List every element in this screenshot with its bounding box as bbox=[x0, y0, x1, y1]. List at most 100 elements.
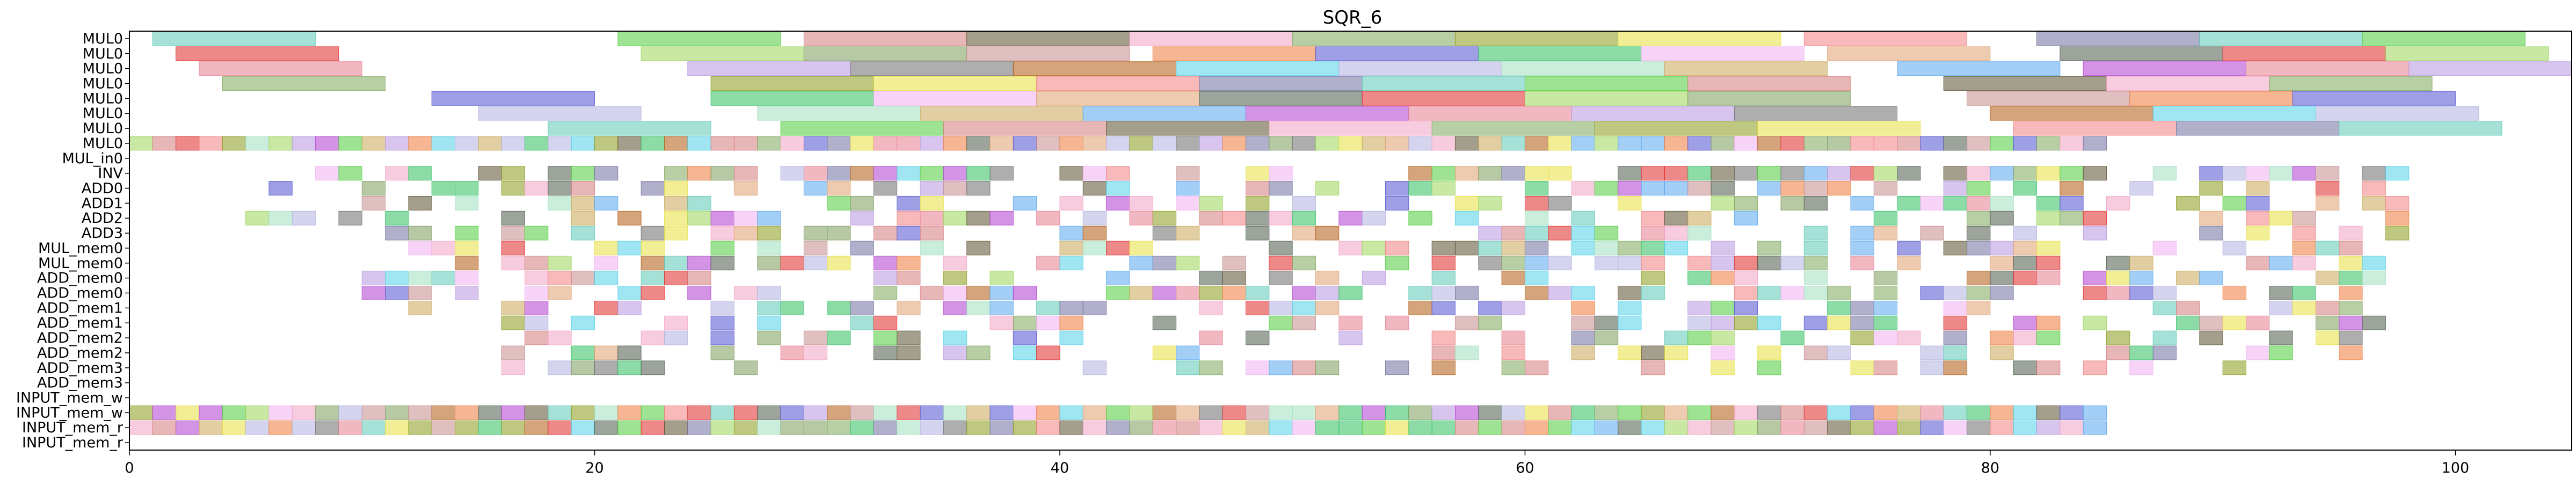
gantt-cell bbox=[664, 136, 688, 151]
gantt-cell bbox=[594, 420, 618, 435]
gantt-cell bbox=[780, 420, 804, 435]
gantt-bar bbox=[1199, 76, 1363, 91]
gantt-cell bbox=[408, 300, 432, 315]
gantt-cell bbox=[2199, 211, 2223, 226]
gantt-cell bbox=[733, 211, 758, 226]
gantt-cell bbox=[525, 405, 549, 420]
gantt-cell bbox=[1246, 211, 1270, 226]
gantt-cell bbox=[1734, 196, 1758, 211]
gantt-bar bbox=[1524, 76, 1689, 91]
gantt-cell bbox=[1687, 226, 1712, 241]
gantt-cell bbox=[1711, 136, 1735, 151]
gantt-cell bbox=[501, 181, 526, 196]
gantt-cell bbox=[1943, 300, 1968, 315]
gantt-cell bbox=[1292, 136, 1316, 151]
gantt-cell bbox=[943, 136, 967, 151]
gantt-cell bbox=[129, 420, 153, 435]
gantt-bar bbox=[1803, 31, 1968, 46]
gantt-cell bbox=[1106, 196, 1130, 211]
gantt-cell bbox=[1641, 286, 1665, 300]
gantt-cell bbox=[803, 136, 828, 151]
gantt-cell bbox=[385, 405, 409, 420]
gantt-cell bbox=[1641, 241, 1665, 256]
gantt-cell bbox=[1152, 211, 1177, 226]
gantt-cell bbox=[548, 166, 572, 181]
gantt-cell bbox=[757, 241, 781, 256]
gantt-cell bbox=[733, 226, 758, 241]
gantt-cell bbox=[1711, 420, 1735, 435]
gantt-cell bbox=[1943, 405, 1968, 420]
gantt-bar bbox=[2036, 31, 2200, 46]
y-tick-label: MUL0 bbox=[83, 135, 123, 152]
gantt-cell bbox=[431, 136, 456, 151]
gantt-cell bbox=[733, 420, 758, 435]
gantt-cell bbox=[2083, 166, 2107, 181]
gantt-cell bbox=[1711, 196, 1735, 211]
gantt-cell bbox=[850, 300, 874, 315]
gantt-cell bbox=[1246, 166, 1270, 181]
gantt-cell bbox=[1152, 420, 1177, 435]
gantt-cell bbox=[408, 271, 432, 286]
gantt-cell bbox=[1594, 136, 1619, 151]
gantt-cell bbox=[1711, 330, 1735, 345]
gantt-cell bbox=[1827, 315, 1851, 330]
gantt-cell bbox=[1059, 300, 1083, 315]
gantt-cell bbox=[548, 271, 572, 286]
gantt-cell bbox=[873, 420, 898, 435]
gantt-cell bbox=[1687, 181, 1712, 196]
gantt-cell bbox=[1362, 405, 1386, 420]
gantt-cell bbox=[1059, 241, 1083, 256]
gantt-cell bbox=[176, 420, 200, 435]
gantt-cell bbox=[2036, 136, 2061, 151]
gantt-cell bbox=[1222, 256, 1247, 271]
gantt-bar bbox=[1687, 91, 1851, 106]
gantt-bar bbox=[548, 121, 711, 136]
gantt-cell bbox=[1943, 360, 1968, 375]
gantt-cell bbox=[1246, 226, 1270, 241]
gantt-cell bbox=[1199, 211, 1223, 226]
gantt-bar bbox=[1408, 106, 1572, 121]
y-tick-label: ADD2 bbox=[82, 210, 123, 227]
gantt-cell bbox=[2199, 166, 2223, 181]
gantt-cell bbox=[1292, 405, 1316, 420]
gantt-bar bbox=[1246, 106, 1409, 121]
gantt-cell bbox=[338, 136, 362, 151]
gantt-cell bbox=[571, 420, 595, 435]
gantt-cell bbox=[455, 256, 479, 271]
gantt-cell bbox=[2199, 315, 2223, 330]
gantt-cell bbox=[1013, 196, 1037, 211]
gantt-cell bbox=[2292, 300, 2316, 315]
gantt-bar bbox=[2129, 91, 2293, 106]
gantt-cell bbox=[710, 211, 734, 226]
gantt-cell bbox=[1827, 136, 1851, 151]
gantt-bar bbox=[1827, 46, 1991, 61]
gantt-cell bbox=[687, 271, 711, 286]
gantt-cell bbox=[2083, 360, 2107, 375]
gantt-cell bbox=[2315, 330, 2340, 345]
gantt-cell bbox=[2013, 166, 2037, 181]
gantt-cell bbox=[664, 271, 688, 286]
gantt-cell bbox=[1176, 136, 1200, 151]
gantt-cell bbox=[1711, 405, 1735, 420]
gantt-cell bbox=[920, 196, 944, 211]
gantt-cell bbox=[827, 181, 851, 196]
gantt-cell bbox=[1873, 300, 1898, 315]
y-tick-label: MUL0 bbox=[83, 105, 123, 122]
gantt-cell bbox=[1850, 315, 1874, 330]
gantt-cell bbox=[1059, 330, 1083, 345]
gantt-cell bbox=[1431, 405, 1456, 420]
gantt-cell bbox=[1269, 360, 1293, 375]
gantt-cell bbox=[1920, 286, 1944, 300]
gantt-bar bbox=[2013, 121, 2177, 136]
gantt-cell bbox=[757, 315, 781, 330]
gantt-cell bbox=[1199, 196, 1223, 211]
gantt-cell bbox=[1711, 256, 1735, 271]
gantt-cell bbox=[199, 405, 223, 420]
gantt-cell bbox=[1734, 286, 1758, 300]
gantt-cell bbox=[1501, 330, 1525, 345]
gantt-cell bbox=[2339, 315, 2363, 330]
gantt-cell bbox=[803, 420, 828, 435]
gantt-cell bbox=[1524, 286, 1549, 300]
gantt-cell bbox=[571, 271, 595, 286]
